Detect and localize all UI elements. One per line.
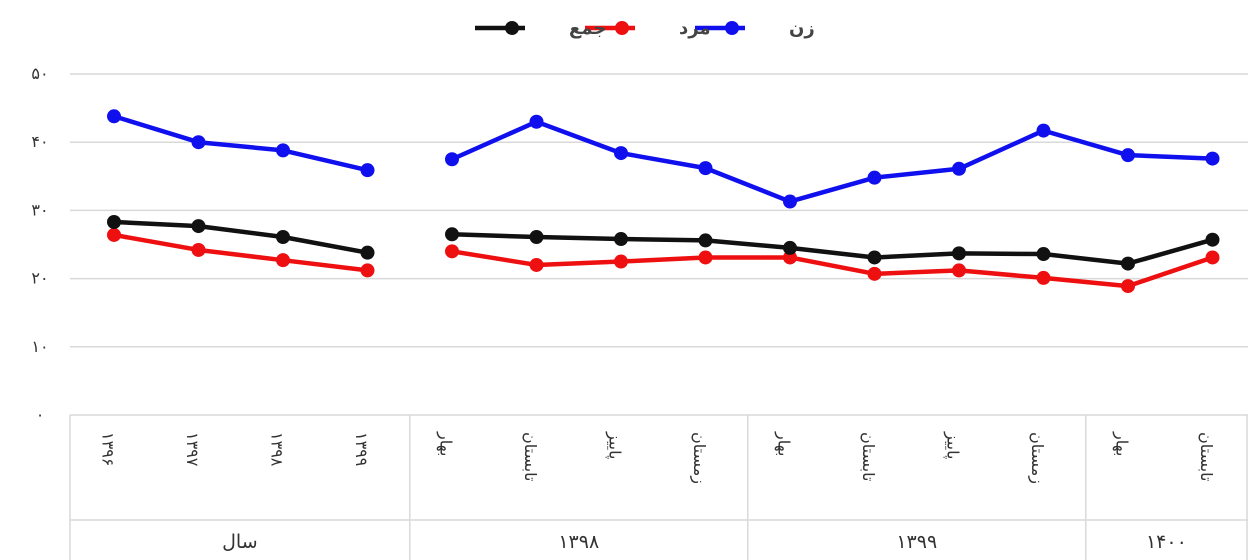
data-point bbox=[529, 114, 544, 129]
category-label: زمستان bbox=[1027, 432, 1047, 484]
series-line bbox=[449, 119, 1215, 204]
series-line bbox=[449, 249, 1215, 289]
data-point bbox=[783, 194, 797, 209]
group-label: ۱۳۹۸ bbox=[558, 531, 599, 553]
data-point bbox=[107, 214, 121, 229]
data-point bbox=[191, 135, 206, 150]
series-line bbox=[111, 232, 370, 273]
category-label: ۱۳۹۸ bbox=[268, 432, 287, 467]
data-point bbox=[107, 109, 121, 124]
data-point bbox=[1121, 256, 1135, 271]
data-point bbox=[529, 229, 544, 244]
data-point bbox=[529, 257, 544, 272]
data-point bbox=[360, 163, 375, 178]
category-label: پاییز bbox=[605, 431, 625, 459]
legend-label: مرد bbox=[679, 18, 711, 39]
data-point bbox=[445, 227, 459, 242]
group-label: سال bbox=[222, 531, 258, 553]
data-point bbox=[952, 263, 966, 278]
data-point bbox=[952, 161, 966, 176]
category-label: پاییز bbox=[943, 431, 963, 459]
y-tick-label: ۴۰ bbox=[31, 132, 48, 151]
category-label: بهار bbox=[774, 431, 794, 456]
data-point bbox=[107, 227, 121, 242]
data-point bbox=[867, 266, 882, 281]
legend-swatch-marker bbox=[725, 21, 739, 35]
category-label: ۱۳۹۶ bbox=[99, 432, 118, 466]
data-point bbox=[698, 161, 713, 176]
series-line bbox=[111, 219, 370, 255]
data-point bbox=[783, 240, 797, 255]
data-point bbox=[952, 246, 966, 261]
data-point bbox=[614, 254, 628, 269]
y-tick-label: ۳۰ bbox=[31, 200, 48, 219]
legend-label: زن bbox=[789, 18, 815, 39]
data-point bbox=[698, 233, 713, 248]
legend-swatch-marker bbox=[505, 21, 519, 35]
data-point bbox=[1036, 123, 1051, 138]
series-line bbox=[449, 232, 1215, 266]
data-point bbox=[276, 143, 290, 158]
data-point bbox=[867, 250, 882, 265]
category-label: ۱۳۹۹ bbox=[352, 432, 371, 466]
data-point bbox=[191, 242, 206, 257]
y-tick-label: ۵۰ bbox=[31, 64, 48, 83]
category-label: ۱۳۹۷ bbox=[183, 432, 202, 467]
category-label: تابستان bbox=[859, 432, 878, 482]
category-label: بهار bbox=[436, 431, 456, 456]
data-point bbox=[698, 250, 713, 265]
data-point bbox=[360, 245, 375, 260]
category-label: تابستان bbox=[1197, 432, 1216, 482]
category-label: بهار bbox=[1112, 431, 1132, 456]
y-tick-label: ۰ bbox=[36, 405, 45, 424]
legend-swatch-marker bbox=[615, 21, 629, 35]
data-point bbox=[1121, 148, 1135, 163]
y-tick-label: ۱۰ bbox=[31, 337, 48, 356]
y-tick-label: ۲۰ bbox=[31, 269, 48, 288]
data-point bbox=[614, 232, 628, 247]
data-point bbox=[867, 170, 882, 185]
category-label: زمستان bbox=[689, 432, 709, 484]
data-point bbox=[1036, 247, 1051, 262]
data-point bbox=[445, 152, 459, 167]
data-point bbox=[276, 229, 290, 244]
data-point bbox=[1121, 279, 1135, 294]
data-point bbox=[191, 219, 206, 234]
series-line bbox=[111, 114, 370, 173]
data-point bbox=[1036, 270, 1051, 285]
legend-label: جمع bbox=[569, 18, 606, 39]
data-point bbox=[614, 146, 628, 161]
data-point bbox=[1205, 250, 1220, 265]
data-point bbox=[1205, 151, 1220, 166]
group-label: ۱۳۹۹ bbox=[896, 531, 937, 553]
data-point bbox=[360, 263, 375, 278]
data-point bbox=[1205, 232, 1220, 247]
data-point bbox=[276, 253, 290, 268]
category-label: تابستان bbox=[521, 432, 540, 482]
group-label: ۱۴۰۰ bbox=[1146, 531, 1187, 553]
data-point bbox=[445, 244, 459, 259]
